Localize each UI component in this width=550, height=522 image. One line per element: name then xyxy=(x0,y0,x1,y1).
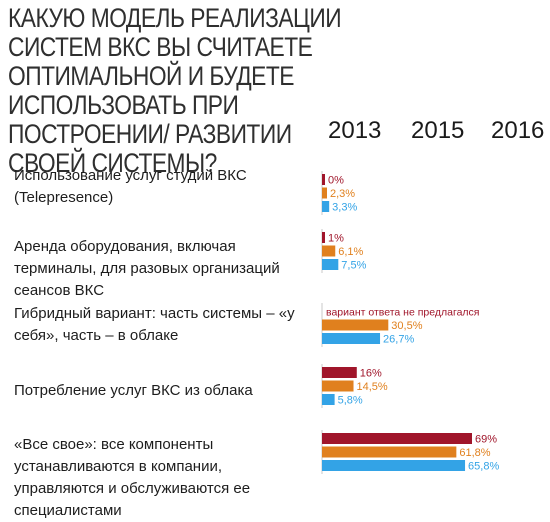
bar-2016-2 xyxy=(322,333,381,344)
data-label-2016-4: 65,8% xyxy=(468,461,499,473)
data-label-2016-0: 3,3% xyxy=(332,202,357,214)
chart-title: Какую модель реализации систем ВКС вы сч… xyxy=(8,3,342,178)
bar-2016-1 xyxy=(322,259,339,270)
data-label-2016-2: 26,7% xyxy=(383,334,414,346)
bar-2016-4 xyxy=(322,460,466,471)
data-label-2015-1: 6,1% xyxy=(338,246,363,258)
legend-2013: 2013 xyxy=(328,117,382,144)
bar-2016-3 xyxy=(322,394,335,405)
data-label-2015-0: 2,3% xyxy=(330,188,355,200)
data-label-2013-4: 69% xyxy=(475,434,497,446)
data-label-2013-0: 0% xyxy=(328,175,344,187)
data-label-2013-3: 16% xyxy=(360,368,382,380)
bar-2013-3 xyxy=(322,367,357,378)
bar-2013-0 xyxy=(322,174,325,185)
bar-2015-4 xyxy=(322,446,457,458)
category-label-rental: Аренда оборудования, включая терминалы, … xyxy=(14,238,280,299)
data-label-2015-3: 14,5% xyxy=(357,381,388,393)
bar-2013-1 xyxy=(322,232,325,243)
bar-2015-3 xyxy=(322,380,354,392)
data-label-2016-3: 5,8% xyxy=(338,395,363,407)
data-label-2013-2: вариант ответа не предлагался xyxy=(326,307,479,319)
data-label-2015-4: 61,8% xyxy=(459,447,490,459)
category-label-hybrid: Гибридный вариант: часть системы – «у се… xyxy=(14,305,295,344)
bar-2015-0 xyxy=(322,187,327,199)
category-label-cloud: Потребление услуг ВКС из облака xyxy=(14,382,253,399)
legend-2015: 2015 xyxy=(411,117,465,144)
bar-2013-4 xyxy=(322,433,472,444)
bar-2016-0 xyxy=(322,201,330,212)
bar-chart: 0%2,3% 3,3% 1%6,1% 7,5% вариант ответа не пр… xyxy=(321,171,499,474)
data-label-2016-1: 7,5% xyxy=(341,260,366,272)
data-label-2015-2: 30,5% xyxy=(391,320,422,332)
category-label-studio: Использование услуг студий ВКС (Telepres… xyxy=(14,167,247,206)
data-label-2013-1: 1% xyxy=(328,233,344,245)
bar-2015-1 xyxy=(322,245,336,257)
legend-2016: 2016 xyxy=(491,117,545,144)
bar-2015-2 xyxy=(322,319,389,331)
